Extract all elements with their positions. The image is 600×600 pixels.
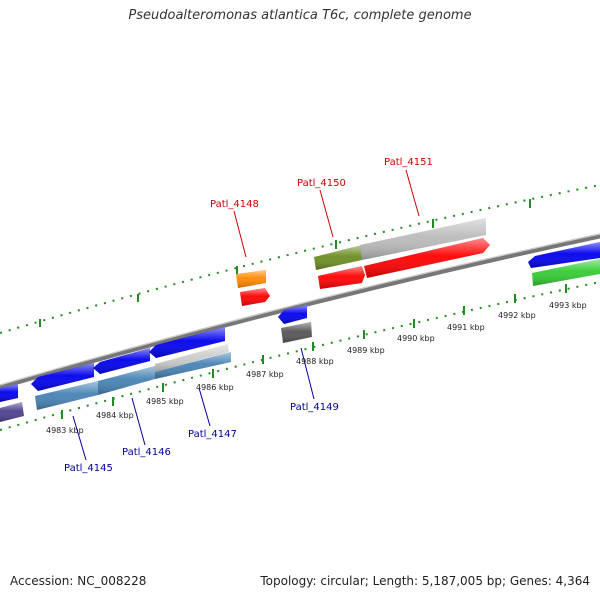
outer-dotted-ring [0,184,600,334]
inner-major-ticks [61,284,567,419]
gene-patl-4146[interactable] [93,348,155,395]
gene-label-patl-4146[interactable]: Patl_4146 [122,447,171,458]
accession-text: Accession: NC_008228 [10,574,147,588]
gene-patl-4147[interactable] [149,327,231,379]
gene-patl-4145[interactable] [31,363,98,410]
scale-label: 4991 kbp [447,323,485,332]
gene-patl-4148[interactable] [236,270,270,306]
scale-label: 4983 kbp [46,426,84,435]
gene-label-patl-4145[interactable]: Patl_4145 [64,463,113,474]
scale-label: 4993 kbp [549,301,587,310]
scale-label: 4989 kbp [347,346,385,355]
gene-left-blue-edge[interactable] [0,384,18,402]
gene-label-patl-4151[interactable]: Patl_4151 [384,157,433,168]
gene-patl-4150[interactable] [314,245,365,289]
gene-right-green[interactable] [532,259,600,286]
gene-label-patl-4150[interactable]: Patl_4150 [297,178,346,189]
page-title: Pseudoalteromonas atlantica T6c, complet… [128,8,472,23]
gene-label-patl-4147[interactable]: Patl_4147 [188,429,237,440]
scale-labels: 4983 kbp 4984 kbp 4985 kbp 4986 kbp 4987… [46,301,587,435]
scale-label: 4987 kbp [246,370,284,379]
scale-label: 4990 kbp [397,334,435,343]
gene-left-purple-edge[interactable] [0,402,24,422]
scale-label: 4992 kbp [498,311,536,320]
label-leaders [72,169,420,461]
scale-label: 4986 kbp [196,383,234,392]
gene-right-blue[interactable] [528,242,600,268]
gene-patl-4151[interactable] [360,218,490,278]
gene-label-patl-4149[interactable]: Patl_4149 [290,402,339,413]
genome-stats-text: Topology: circular; Length: 5,187,005 bp… [260,574,590,588]
scale-label: 4985 kbp [146,397,184,406]
outer-major-ticks [39,199,531,327]
scale-label: 4984 kbp [96,411,134,420]
scale-label: 4988 kbp [296,357,334,366]
gene-label-patl-4148[interactable]: Patl_4148 [210,199,259,210]
genome-backbone [0,233,600,390]
gene-patl-4149[interactable] [278,305,312,343]
